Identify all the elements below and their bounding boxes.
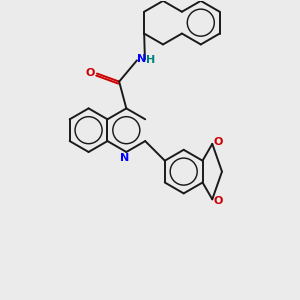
Text: N: N (137, 54, 147, 64)
Text: N: N (120, 153, 129, 163)
Text: O: O (214, 196, 223, 206)
Text: O: O (214, 137, 223, 147)
Text: H: H (146, 55, 155, 65)
Text: O: O (85, 68, 95, 77)
